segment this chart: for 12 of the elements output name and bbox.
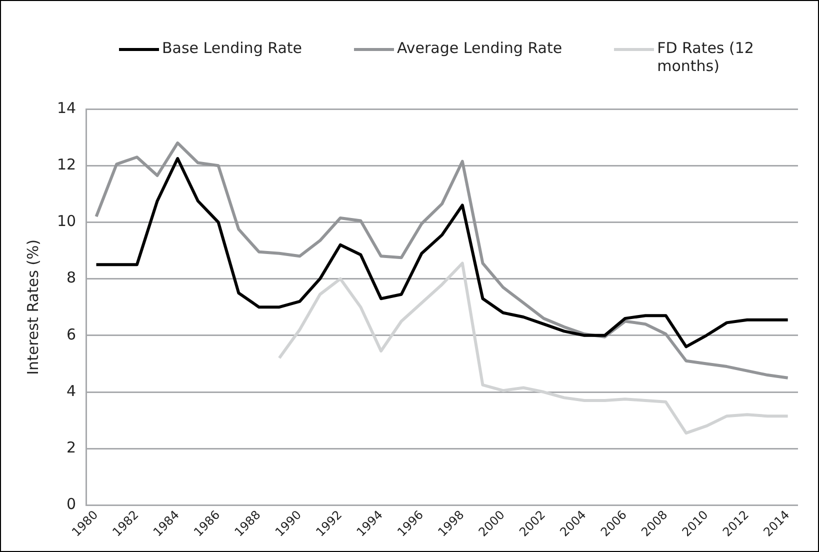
y-tick-label: 6 xyxy=(66,325,76,344)
y-tick-label: 14 xyxy=(56,98,76,117)
legend-label: Base Lending Rate xyxy=(162,39,302,57)
legend-label: Average Lending Rate xyxy=(397,39,562,57)
y-tick-label: 4 xyxy=(66,382,76,400)
y-tick-label: 10 xyxy=(56,212,76,230)
y-tick-label: 8 xyxy=(66,268,76,287)
legend-label: FD Rates (12 months) xyxy=(657,39,755,75)
y-axis-title: Interest Rates (%) xyxy=(24,239,42,375)
y-tick-label: 2 xyxy=(66,438,76,457)
y-tick-label: 0 xyxy=(66,495,76,514)
y-tick-label: 12 xyxy=(56,155,76,174)
